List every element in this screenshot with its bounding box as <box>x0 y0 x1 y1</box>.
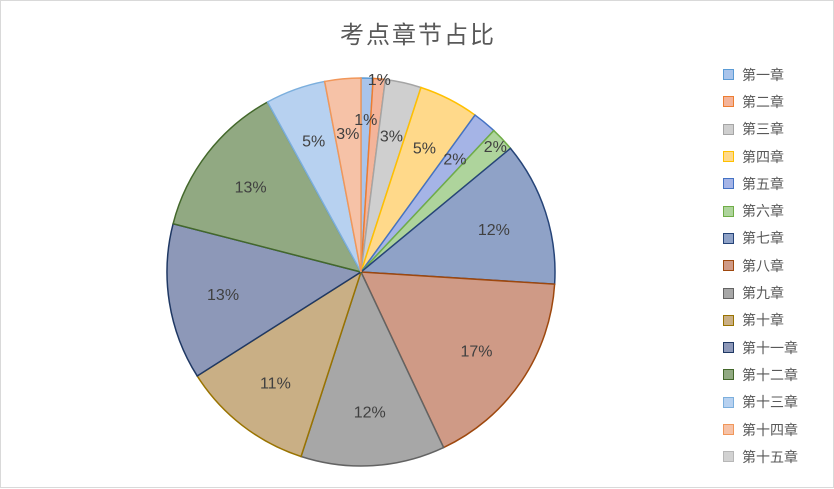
data-label-11: 13% <box>207 287 239 304</box>
data-label-1: 1% <box>354 112 377 129</box>
legend-label: 第三章 <box>742 122 784 139</box>
legend-item: 第六章 <box>723 197 798 224</box>
legend-swatch <box>723 151 734 163</box>
pie-slice-7 <box>359 147 556 285</box>
legend-swatch <box>723 178 734 190</box>
pie-slice-12 <box>172 100 363 274</box>
legend-label: 第八章 <box>742 258 784 275</box>
legend-item: 第九章 <box>723 279 798 306</box>
pie-slice-10 <box>196 270 363 458</box>
pie-slice-9 <box>300 269 445 467</box>
legend-swatch <box>723 260 734 272</box>
legend-label: 第四章 <box>742 149 784 166</box>
data-label-8: 17% <box>461 344 493 361</box>
data-label-5: 2% <box>443 151 466 168</box>
chart-title: 考点章节占比 <box>340 21 496 49</box>
legend-label: 第七章 <box>742 231 784 248</box>
legend-label: 第十三章 <box>742 395 798 412</box>
legend-item: 第一章 <box>723 61 798 88</box>
legend-item: 第十五章 <box>723 443 798 470</box>
legend: 第一章第二章第三章第四章第五章第六章第七章第八章第九章第十章第十一章第十二章第十… <box>723 61 798 470</box>
legend-swatch <box>723 69 734 81</box>
pie-slice-8 <box>359 271 556 449</box>
legend-swatch <box>723 232 734 244</box>
data-label-13: 5% <box>302 134 325 151</box>
legend-swatch <box>723 369 734 381</box>
legend-item: 第二章 <box>723 88 798 115</box>
legend-label: 第一章 <box>742 67 784 84</box>
legend-item: 第十四章 <box>723 416 798 443</box>
data-label-10: 11% <box>260 375 291 392</box>
legend-swatch <box>723 314 734 326</box>
legend-item: 第七章 <box>723 225 798 252</box>
data-label-2: 1% <box>368 72 391 89</box>
legend-label: 第十五章 <box>742 449 798 466</box>
legend-label: 第十章 <box>742 313 784 330</box>
legend-item: 第十一章 <box>723 334 798 361</box>
legend-item: 第十三章 <box>723 389 798 416</box>
data-label-4: 5% <box>413 141 436 158</box>
legend-label: 第十一章 <box>742 340 798 357</box>
legend-label: 第十二章 <box>742 367 798 384</box>
legend-item: 第十章 <box>723 307 798 334</box>
legend-swatch <box>723 396 734 408</box>
legend-swatch <box>723 205 734 217</box>
data-label-9: 12% <box>354 404 386 421</box>
data-label-6: 2% <box>484 139 507 156</box>
legend-swatch <box>723 451 734 463</box>
legend-item: 第十二章 <box>723 361 798 388</box>
legend-label: 第五章 <box>742 176 784 193</box>
data-label-14: 3% <box>336 126 359 143</box>
pie-slice-11 <box>166 222 363 377</box>
legend-label: 第二章 <box>742 94 784 111</box>
legend-swatch <box>723 96 734 108</box>
legend-item: 第八章 <box>723 252 798 279</box>
data-label-12: 13% <box>235 179 267 196</box>
legend-label: 第六章 <box>742 204 784 221</box>
data-label-3: 3% <box>380 129 403 146</box>
legend-swatch <box>723 342 734 354</box>
legend-swatch <box>723 424 734 435</box>
legend-swatch <box>723 287 734 299</box>
legend-label: 第十四章 <box>742 422 798 439</box>
data-label-7: 12% <box>478 222 510 239</box>
legend-item: 第四章 <box>723 143 798 170</box>
legend-label: 第九章 <box>742 286 784 303</box>
legend-item: 第五章 <box>723 170 798 197</box>
legend-item: 第三章 <box>723 116 798 143</box>
legend-swatch <box>723 123 734 135</box>
pie-slice-14 <box>323 77 362 273</box>
